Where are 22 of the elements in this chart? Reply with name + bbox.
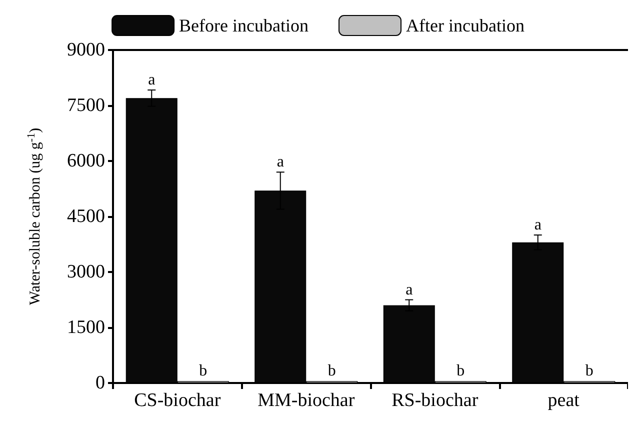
x-tick-label: peat — [548, 390, 580, 411]
data-label: b — [328, 362, 336, 380]
data-label: a — [148, 71, 156, 88]
y-tick-label: 4500 — [67, 206, 105, 227]
y-axis-title: Water-soluble carbon (ug g-1) — [26, 128, 44, 306]
data-label: b — [199, 362, 208, 380]
y-tick-label: 7500 — [67, 95, 105, 116]
data-label: b — [585, 362, 594, 380]
legend-label: Before incubation — [179, 16, 309, 36]
y-tick-label: 0 — [96, 372, 105, 394]
data-label: a — [406, 281, 413, 298]
data-label: b — [456, 362, 465, 380]
data-label: a — [534, 216, 542, 234]
y-tick-label: 9000 — [67, 40, 105, 60]
x-tick-label: CS-biochar — [134, 390, 222, 411]
y-tick-label: 3000 — [67, 262, 105, 282]
y-tick-label: 1500 — [67, 317, 105, 338]
y-tick-label: 6000 — [67, 150, 105, 172]
x-tick-label: MM-biochar — [258, 390, 356, 411]
data-label: a — [276, 154, 284, 171]
legend-label: After incubation — [406, 16, 524, 36]
x-tick-label: RS-biochar — [392, 390, 479, 411]
